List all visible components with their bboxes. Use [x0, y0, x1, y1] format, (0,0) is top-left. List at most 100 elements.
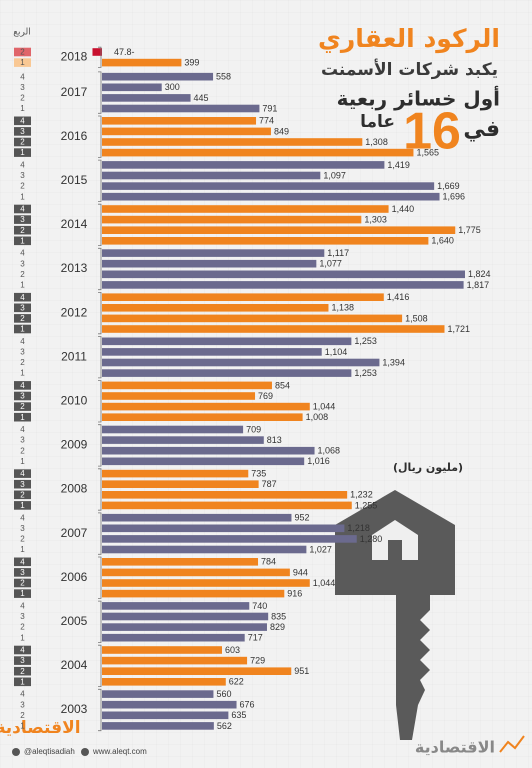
bar — [102, 436, 264, 444]
quarter-box — [14, 391, 31, 401]
bar — [102, 314, 403, 323]
bar — [102, 700, 237, 709]
bar — [102, 678, 226, 686]
bar — [102, 690, 214, 698]
year-label: 2013 — [61, 261, 88, 275]
quarter-box — [14, 479, 31, 489]
quarter-box — [14, 666, 31, 676]
bar — [102, 205, 389, 213]
bar — [102, 215, 362, 224]
quarter-label: 1 — [20, 236, 25, 245]
quarter-box — [14, 47, 31, 57]
value-label: 944 — [293, 567, 308, 577]
key-illustration — [335, 490, 455, 740]
value-label: 916 — [287, 588, 302, 598]
logo-chart-icon — [499, 735, 525, 753]
year-bracket — [98, 380, 102, 423]
bar — [102, 524, 345, 533]
quarter-label: 1 — [20, 58, 25, 67]
bar — [102, 117, 257, 125]
quarter-label: 2 — [20, 579, 25, 588]
bar — [102, 656, 248, 665]
value-label: 1,440 — [392, 204, 415, 214]
value-label: 791 — [262, 103, 277, 113]
bar — [102, 304, 329, 312]
bar — [102, 127, 271, 136]
year-label: 2005 — [61, 614, 88, 628]
subtitle: يكبد شركات الأسمنت — [321, 59, 498, 80]
quarter-label: 3 — [20, 83, 25, 92]
quarter-box — [14, 292, 31, 302]
quarter-box — [14, 578, 31, 588]
quarter-box — [14, 469, 31, 478]
quarter-label: 4 — [20, 602, 25, 611]
year-bracket — [98, 71, 102, 114]
quarter-label: 4 — [20, 205, 25, 214]
bar — [102, 325, 445, 333]
year-label: 2011 — [61, 349, 87, 363]
value-label: 717 — [248, 633, 263, 643]
quarter-label: 1 — [20, 148, 25, 157]
bar — [102, 667, 292, 675]
year-bracket — [98, 468, 102, 511]
quarter-label: 4 — [20, 381, 25, 390]
quarter-box — [14, 568, 31, 577]
quarter-box — [14, 148, 31, 157]
quarter-label: 1 — [20, 104, 25, 113]
bar — [102, 381, 272, 390]
twitter-handle[interactable]: @aleqtisadiah — [24, 747, 75, 756]
quarter-box — [14, 656, 31, 665]
value-label: 1,394 — [382, 357, 405, 367]
value-label: 603 — [225, 645, 240, 655]
quarter-label: 1 — [20, 325, 25, 334]
bar — [102, 425, 244, 434]
bar — [102, 337, 352, 346]
value-label: 47.8- — [114, 47, 135, 57]
quarter-label: 2 — [20, 270, 25, 279]
quarter-box — [14, 402, 31, 411]
year-bracket — [98, 46, 102, 68]
quarter-box — [14, 490, 31, 500]
quarter-label: 2 — [20, 490, 25, 499]
value-label: 849 — [274, 126, 289, 136]
bar — [102, 192, 440, 201]
quarter-label: 1 — [20, 457, 25, 466]
value-label: 835 — [271, 611, 286, 621]
value-label: 1,253 — [354, 368, 377, 378]
year-bracket — [98, 292, 102, 335]
logo: الاقتصادية — [0, 718, 81, 738]
quarter-box — [14, 324, 31, 334]
quarter-label: 2 — [20, 667, 25, 676]
quarter-label: 2 — [20, 182, 25, 191]
quarter-label: 3 — [20, 259, 25, 268]
twitter-icon — [12, 748, 20, 756]
quarter-label: 2 — [20, 138, 25, 147]
value-label: 951 — [294, 666, 309, 676]
value-label: 622 — [229, 677, 244, 687]
year-label: 2012 — [61, 305, 88, 319]
website[interactable]: www.aleqt.com — [92, 747, 147, 756]
value-label: 813 — [267, 435, 282, 445]
bar — [102, 249, 325, 257]
headline: أول خسائر ربعية — [337, 85, 500, 111]
value-label: 1,044 — [313, 401, 336, 411]
quarter-box — [14, 314, 31, 323]
quarter-label: 2 — [20, 446, 25, 455]
value-label: 1,232 — [350, 490, 373, 500]
quarter-label: 1 — [20, 369, 25, 378]
value-label: 1,303 — [364, 214, 387, 224]
bar — [102, 94, 191, 102]
quarter-box — [14, 127, 31, 136]
quarter-label: 4 — [20, 293, 25, 302]
value-label: 829 — [270, 622, 285, 632]
value-label: 854 — [275, 380, 290, 390]
value-label: 1,565 — [416, 147, 439, 157]
bar — [102, 358, 380, 367]
bar — [102, 589, 285, 598]
quarter-label: 3 — [20, 700, 25, 709]
value-label: 1,419 — [387, 160, 410, 170]
quarter-label: 3 — [20, 612, 25, 621]
bar — [102, 646, 223, 654]
quarter-box — [14, 303, 31, 313]
